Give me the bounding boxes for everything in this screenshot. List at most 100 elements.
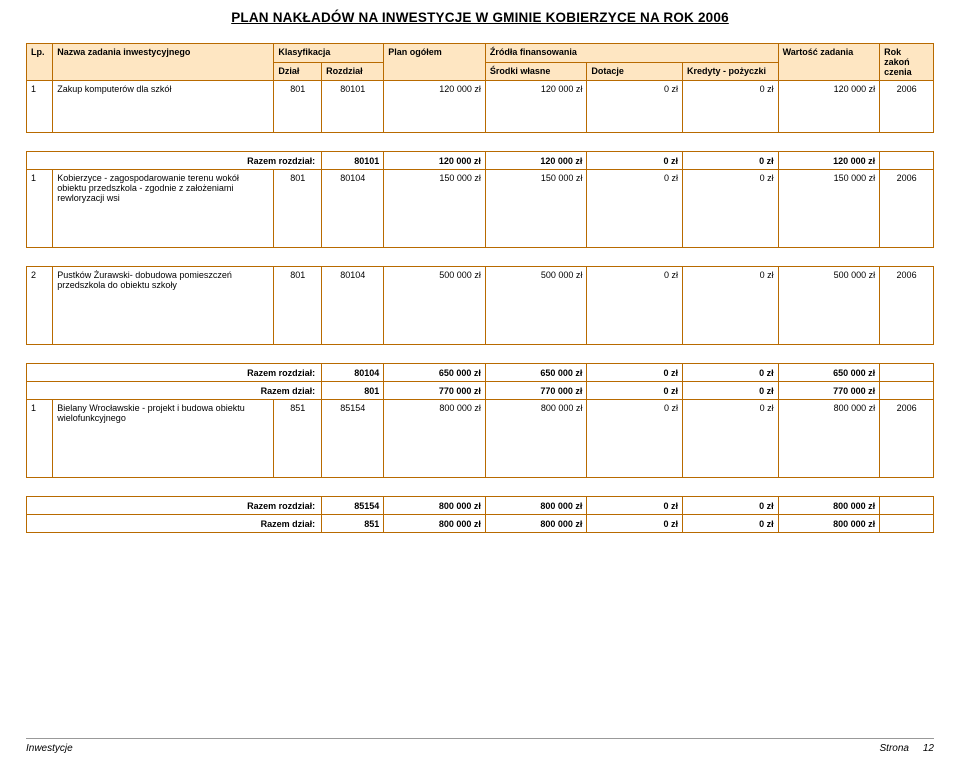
section-4: Razem rozdział: 80104 650 000 zł 650 000… [26,363,934,478]
sum-rozdzial: 851 [322,515,384,533]
sum-wz: 120 000 zł [778,152,880,170]
sum-empty [880,382,934,400]
sum-kp: 0 zł [683,364,779,382]
sum-plan: 650 000 zł [384,364,486,382]
th-lp: Lp. [27,44,53,81]
sum-sw: 800 000 zł [485,497,587,515]
sum-dot: 0 zł [587,497,683,515]
cell-sw: 500 000 zł [485,267,587,345]
sum-plan: 800 000 zł [384,515,486,533]
sum-rozdzial: 80101 [322,152,384,170]
footer-page-num: 12 [923,743,934,754]
sum-wz: 800 000 zł [778,497,880,515]
th-dot: Dotacje [587,62,683,81]
footer-right: Strona 12 [880,743,935,754]
sum-sw: 650 000 zł [485,364,587,382]
sum-rozdzial: 80104 [322,364,384,382]
th-plan: Plan ogółem [384,44,486,81]
cell-name: Bielany Wrocławskie - projekt i budowa o… [53,400,274,478]
cell-wz: 150 000 zł [778,170,880,248]
th-klas: Klasyfikacja [274,44,384,63]
cell-lp: 2 [27,267,53,345]
cell-sw: 150 000 zł [485,170,587,248]
summary-row: Razem dział: 801 770 000 zł 770 000 zł 0… [27,382,934,400]
table-row: 1 Zakup komputerów dla szkół 801 80101 1… [27,81,934,133]
table-row: 2 Pustków Żurawski- dobudowa pomieszczeń… [27,267,934,345]
summary-row: Razem rozdział: 85154 800 000 zł 800 000… [27,497,934,515]
sum-empty [880,364,934,382]
cell-wz: 800 000 zł [778,400,880,478]
sum-plan: 800 000 zł [384,497,486,515]
sum-empty [880,515,934,533]
footer-left: Inwestycje [26,743,73,754]
cell-dot: 0 zł [587,400,683,478]
summary-row: Razem rozdział: 80104 650 000 zł 650 000… [27,364,934,382]
sum-sw: 770 000 zł [485,382,587,400]
cell-kp: 0 zł [683,400,779,478]
sum-dot: 0 zł [587,152,683,170]
summary-row: Razem rozdział: 80101 120 000 zł 120 000… [27,152,934,170]
cell-lp: 1 [27,400,53,478]
cell-plan: 120 000 zł [384,81,486,133]
cell-lp: 1 [27,81,53,133]
sum-label: Razem dział: [27,515,322,533]
cell-rok: 2006 [880,170,934,248]
table-row: 1 Bielany Wrocławskie - projekt i budowa… [27,400,934,478]
cell-dzial: 801 [274,170,322,248]
cell-kp: 0 zł [683,81,779,133]
sum-plan: 770 000 zł [384,382,486,400]
cell-dzial: 801 [274,81,322,133]
cell-rozdzial: 85154 [322,400,384,478]
cell-sw: 120 000 zł [485,81,587,133]
cell-dot: 0 zł [587,81,683,133]
cell-name: Kobierzyce - zagospodarowanie terenu wok… [53,170,274,248]
section-3: 2 Pustków Żurawski- dobudowa pomieszczeń… [26,266,934,345]
page-title: PLAN NAKŁADÓW NA INWESTYCJE W GMINIE KOB… [26,10,934,25]
cell-rozdzial: 80101 [322,81,384,133]
sum-label: Razem dział: [27,382,322,400]
cell-kp: 0 zł [682,267,778,345]
sum-dot: 0 zł [587,364,683,382]
cell-name: Zakup komputerów dla szkół [53,81,274,133]
table-4: Razem rozdział: 80104 650 000 zł 650 000… [26,363,934,478]
section-2: Razem rozdział: 80101 120 000 zł 120 000… [26,151,934,248]
sum-empty [880,152,934,170]
th-dzial: Dział [274,62,322,81]
th-sw: Środki własne [485,62,587,81]
sum-label: Razem rozdział: [27,152,322,170]
cell-dot: 0 zł [587,170,683,248]
cell-rok: 2006 [880,400,934,478]
sum-plan: 120 000 zł [384,152,486,170]
sum-dot: 0 zł [587,515,683,533]
cell-name: Pustków Żurawski- dobudowa pomieszczeń p… [53,267,274,345]
sum-wz: 650 000 zł [778,364,880,382]
cell-plan: 800 000 zł [384,400,486,478]
cell-sw: 800 000 zł [485,400,587,478]
footer-page-label: Strona [880,743,909,754]
th-wz: Wartość zadania [778,44,880,81]
section-5: Razem rozdział: 85154 800 000 zł 800 000… [26,496,934,533]
sum-label: Razem rozdział: [27,364,322,382]
summary-row: Razem dział: 851 800 000 zł 800 000 zł 0… [27,515,934,533]
table-2: Razem rozdział: 80101 120 000 zł 120 000… [26,151,934,248]
sum-rozdzial: 85154 [322,497,384,515]
sum-kp: 0 zł [683,515,779,533]
cell-dzial: 851 [274,400,322,478]
th-rok: Rok zakoń czenia [880,44,934,81]
sum-wz: 770 000 zł [778,382,880,400]
cell-dzial: 801 [274,267,322,345]
sum-wz: 800 000 zł [778,515,880,533]
table-3: 2 Pustków Żurawski- dobudowa pomieszczeń… [26,266,934,345]
sum-empty [880,497,934,515]
th-kp: Kredyty - pożyczki [683,62,779,81]
table-5: Razem rozdział: 85154 800 000 zł 800 000… [26,496,934,533]
table-row: 1 Kobierzyce - zagospodarowanie terenu w… [27,170,934,248]
cell-plan: 150 000 zł [384,170,486,248]
cell-rok: 2006 [880,267,934,345]
cell-wz: 500 000 zł [778,267,880,345]
cell-wz: 120 000 zł [778,81,880,133]
sum-kp: 0 zł [683,382,779,400]
th-zrodla: Źródła finansowania [485,44,778,63]
table-header: Lp. Nazwa zadania inwestycyjnego Klasyfi… [27,44,934,81]
th-rozdzial: Rozdział [322,62,384,81]
